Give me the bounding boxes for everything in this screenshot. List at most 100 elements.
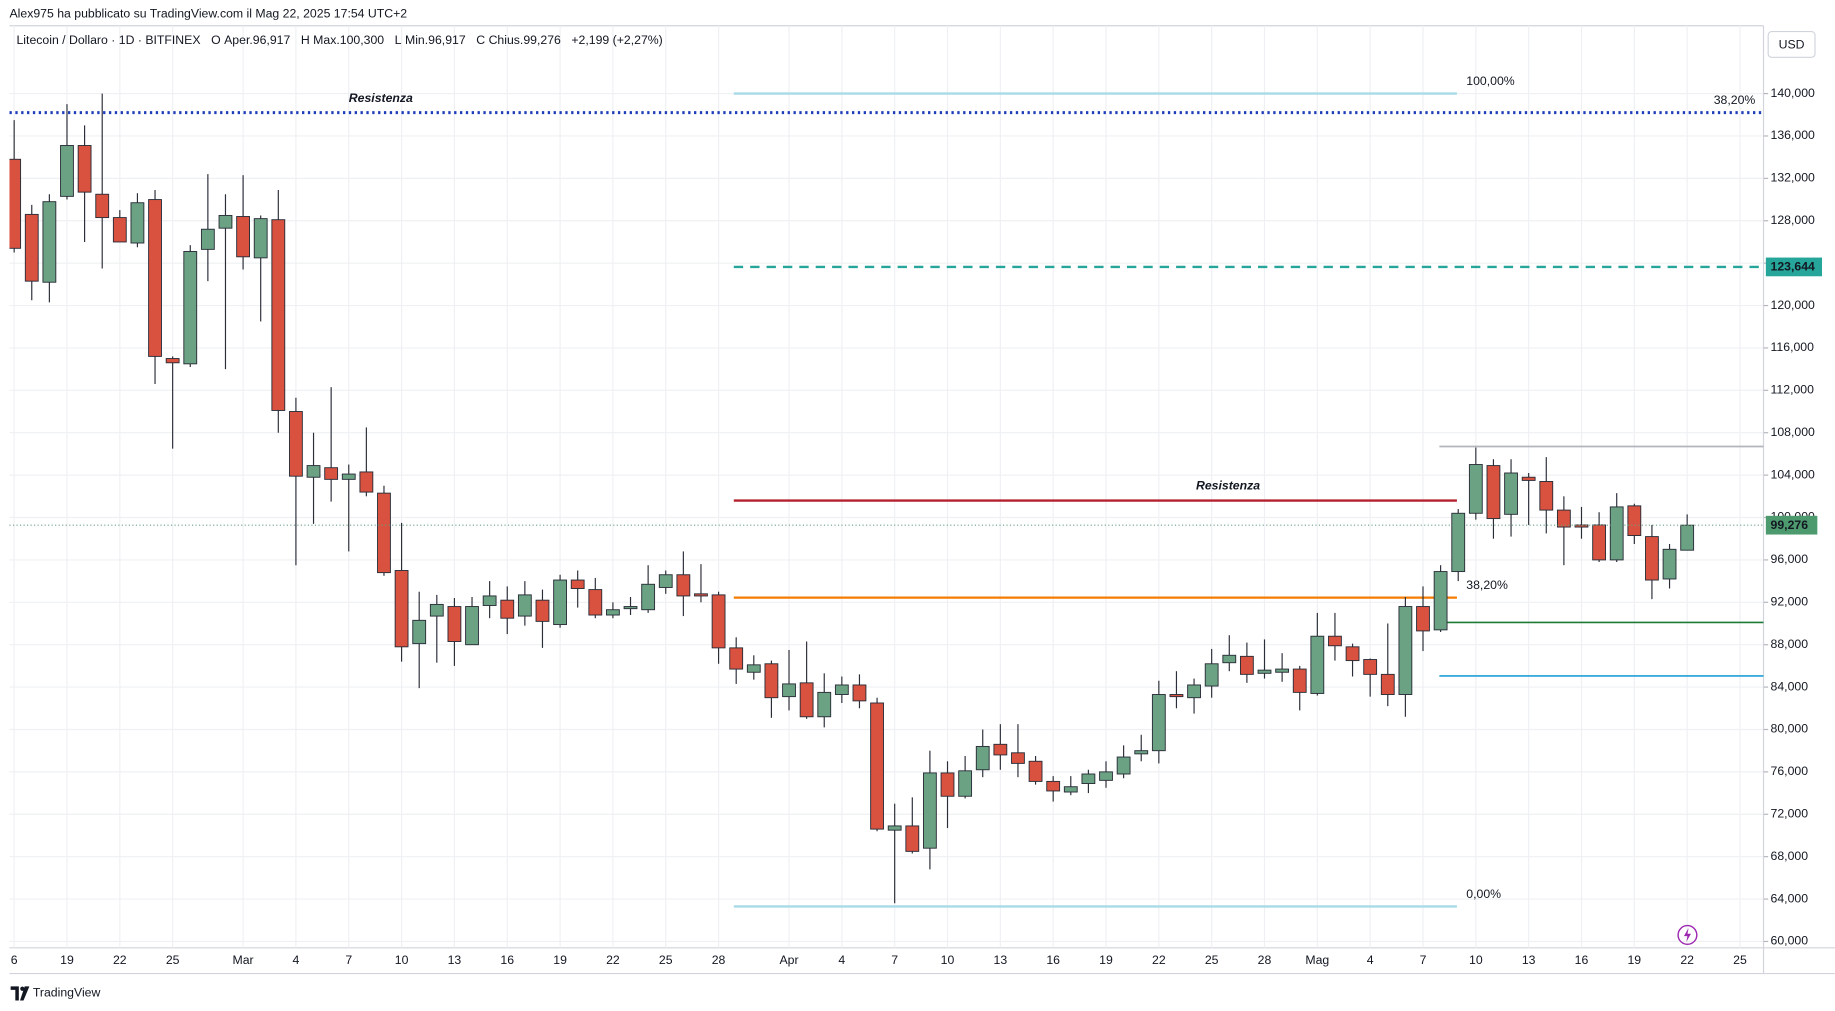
candle-body <box>236 216 250 258</box>
grid <box>9 25 1764 948</box>
legend-item: C <box>476 33 485 47</box>
candle-body <box>1504 472 1518 515</box>
candle-body <box>1151 694 1166 752</box>
candle-body <box>694 593 708 597</box>
candle-body <box>799 682 814 718</box>
footer: TradingView <box>33 986 101 1000</box>
alert-icon-bolt <box>1683 927 1691 942</box>
x-tick-label: 19 <box>553 953 567 967</box>
candle-body <box>1680 524 1695 551</box>
x-tick-label: 13 <box>448 953 462 967</box>
x-tick-label: Mag <box>1305 953 1329 967</box>
y-tick-label: 108,000 <box>1771 425 1816 439</box>
candle-body <box>1556 509 1571 528</box>
candle-body <box>641 583 656 611</box>
legend-item: L <box>395 33 402 47</box>
candle-body <box>658 574 673 588</box>
level-label: Resistenza <box>1196 479 1260 493</box>
x-tick-label: 6 <box>11 953 18 967</box>
x-tick-label: 25 <box>1733 953 1747 967</box>
candle-body <box>729 647 744 670</box>
logo-mark <box>20 986 30 1001</box>
candle-body <box>1363 659 1378 675</box>
candle-body <box>1592 524 1607 561</box>
y-tick-label: 76,000 <box>1771 764 1809 778</box>
legend-item: Litecoin / Dollaro · 1D · BITFINEX <box>16 33 200 47</box>
candle-body <box>606 609 620 616</box>
x-tick-label: 7 <box>891 953 898 967</box>
x-tick-label: 10 <box>1469 953 1483 967</box>
level-percent: 100,00% <box>1466 74 1515 88</box>
y-tick-label: 136,000 <box>1771 128 1816 142</box>
x-tick-label: 7 <box>345 953 352 967</box>
y-tick-label: 96,000 <box>1771 552 1809 566</box>
x-tick-label: 16 <box>500 953 514 967</box>
logo-mark <box>20 986 25 991</box>
x-tick-label: 19 <box>1627 953 1641 967</box>
logo-mark <box>10 986 19 1001</box>
y-tick-label: 80,000 <box>1771 722 1809 736</box>
level-percent: 38,20% <box>1466 578 1508 592</box>
y-tick-label: 84,000 <box>1771 679 1809 693</box>
candle-body <box>200 228 215 250</box>
candle-body <box>148 199 162 357</box>
candle-body <box>253 218 268 259</box>
candle-body <box>447 606 462 642</box>
candle-body <box>1187 684 1201 699</box>
x-tick-label: 19 <box>1099 953 1113 967</box>
candle-body <box>1169 694 1184 698</box>
legend-item: O <box>211 33 221 47</box>
candle-body <box>500 599 515 619</box>
x-tick-label: 25 <box>659 953 673 967</box>
axes: 60,000 64,000 68,000 72,000 76,000 80,000 84,0… <box>11 86 1823 967</box>
level-percent: 38,20% <box>1714 93 1756 107</box>
candle-body <box>517 594 532 617</box>
candle-body <box>905 825 920 852</box>
candle-body <box>588 589 603 616</box>
legend-item: Min.96,917 <box>405 33 466 47</box>
y-tick-label: 132,000 <box>1771 171 1816 185</box>
legend-item: +2,199 (+2,27%) <box>571 33 662 47</box>
x-tick-label: 22 <box>1680 953 1694 967</box>
x-tick-label: 28 <box>1258 953 1272 967</box>
candle-body <box>975 745 990 771</box>
candle-body <box>289 411 303 477</box>
candle-body <box>112 217 127 243</box>
x-tick-label: 25 <box>166 953 180 967</box>
candle-body <box>271 219 286 411</box>
candle-body <box>887 825 902 831</box>
candle-body <box>359 471 374 493</box>
candle-body <box>852 684 867 702</box>
x-tick-label: 22 <box>606 953 620 967</box>
candle-body <box>1398 606 1413 695</box>
legend: Resistenza 38,20% 100,00% Resistenza 38,20% 0… <box>16 33 1755 901</box>
candle-body <box>1099 771 1113 781</box>
candle-body <box>465 606 479 646</box>
legend-item: Aper.96,917 <box>224 33 290 47</box>
candle-body <box>922 772 937 849</box>
candle-body <box>870 702 884 830</box>
price-tag <box>1765 257 1823 277</box>
candle-body <box>130 202 145 244</box>
candle-body <box>1011 752 1025 764</box>
candle-body <box>306 465 321 478</box>
currency-button[interactable] <box>1767 31 1816 58</box>
alert-icon[interactable] <box>1677 924 1698 946</box>
x-tick-label: Mar <box>233 953 254 967</box>
x-tick-label: Apr <box>779 953 798 967</box>
candle-body <box>1486 465 1501 520</box>
candle-body <box>553 579 567 626</box>
candle-body <box>183 251 198 365</box>
y-tick-label: 116,000 <box>1771 340 1815 354</box>
candle-body <box>1539 481 1554 511</box>
candle-body <box>1257 669 1272 674</box>
candle-body <box>746 664 761 673</box>
candle-body <box>95 193 110 219</box>
candle-body <box>782 683 796 698</box>
candle-body <box>1292 668 1307 693</box>
candle-body <box>1345 646 1360 662</box>
y-tick-label: 104,000 <box>1771 467 1816 481</box>
candle-body <box>817 691 832 718</box>
x-tick-label: 19 <box>60 953 74 967</box>
